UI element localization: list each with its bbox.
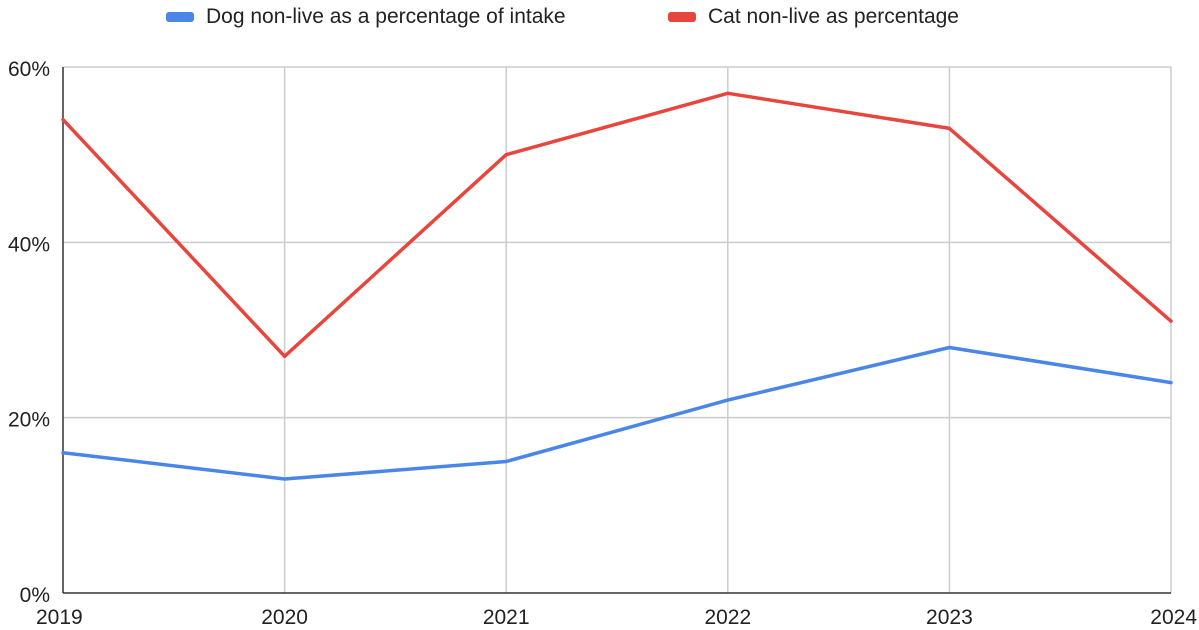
series [61, 91, 1173, 481]
legend-item-cat: Cat non-live as percentage [668, 4, 959, 30]
y-tick-label: 20% [8, 409, 50, 432]
legend-swatch-dog [166, 12, 194, 22]
series-line-1 [61, 91, 1173, 359]
x-tick-label: 2020 [261, 606, 308, 629]
x-tick-labels: 2019 2020 2021 2022 2023 2024 [36, 606, 1197, 629]
y-tick-label: 0% [20, 584, 50, 607]
x-tick-label: 2022 [704, 606, 751, 629]
x-tick-label: 2021 [483, 606, 530, 629]
legend-label-cat: Cat non-live as percentage [708, 5, 959, 28]
x-tick-label: 2019 [36, 606, 83, 629]
series-line-0 [61, 345, 1173, 481]
grid [63, 66, 1172, 593]
axes [62, 67, 1171, 594]
legend-swatch-cat [668, 12, 696, 22]
legend-label-dog: Dog non-live as a percentage of intake [206, 5, 566, 28]
y-tick-labels: 0% 20% 40% 60% [8, 58, 50, 607]
y-tick-label: 60% [8, 58, 50, 81]
legend-item-dog: Dog non-live as a percentage of intake [166, 4, 566, 30]
x-tick-label: 2023 [926, 606, 973, 629]
legend: Dog non-live as a percentage of intake C… [0, 4, 1199, 30]
y-tick-label: 40% [8, 233, 50, 256]
x-tick-label: 2024 [1150, 606, 1197, 629]
